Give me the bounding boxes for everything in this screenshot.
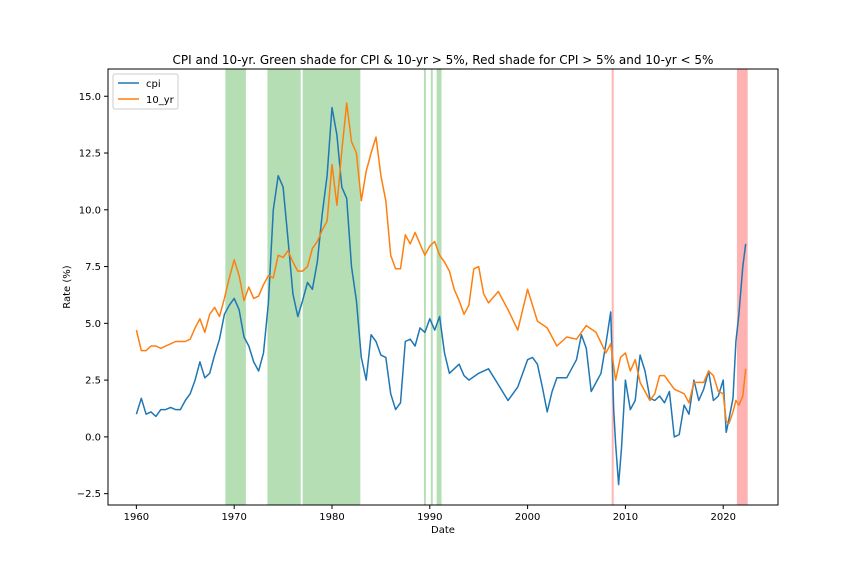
y-axis-ticks: −2.5 0.0 2.5 5.0 7.5 10.0 12.5 15.0: [77, 92, 108, 500]
y-tick-label: 10.0: [79, 205, 101, 216]
green-shade-region: [267, 69, 301, 505]
legend-label-10yr: 10_yr: [146, 95, 175, 106]
y-tick-label: 2.5: [85, 376, 101, 387]
chart-title: CPI and 10-yr. Green shade for CPI & 10-…: [173, 53, 714, 67]
x-axis-ticks: 1960 1970 1980 1990 2000 2010 2020: [124, 505, 736, 523]
x-tick-label: 2000: [515, 512, 540, 523]
y-tick-label: −2.5: [77, 489, 101, 500]
red-shade-region: [736, 69, 748, 505]
legend: cpi 10_yr: [112, 73, 179, 110]
x-tick-label: 1990: [417, 512, 442, 523]
y-tick-label: 15.0: [79, 92, 101, 103]
y-tick-label: 7.5: [85, 262, 101, 273]
y-axis-label: Rate (%): [62, 265, 73, 309]
series-line-cpi: [135, 106, 747, 486]
x-tick-label: 2010: [613, 512, 638, 523]
x-tick-label: 2020: [710, 512, 735, 523]
y-tick-label: 5.0: [85, 319, 101, 330]
x-tick-label: 1960: [124, 512, 149, 523]
green-shade-region: [430, 69, 433, 505]
green-shade-region: [436, 69, 442, 505]
y-tick-label: 12.5: [79, 149, 101, 160]
x-tick-label: 1980: [319, 512, 344, 523]
y-tick-label: 0.0: [85, 432, 101, 443]
series-layer: [135, 102, 747, 486]
legend-label-cpi: cpi: [146, 79, 161, 90]
x-axis-label: Date: [431, 525, 455, 536]
green-shade-region: [423, 69, 426, 505]
green-shade-region: [225, 69, 246, 505]
axes-frame: [107, 68, 779, 506]
red-shade-region: [611, 69, 614, 505]
x-tick-label: 1970: [221, 512, 246, 523]
series-line-10yr: [135, 102, 747, 425]
shaded-regions: [225, 69, 748, 505]
